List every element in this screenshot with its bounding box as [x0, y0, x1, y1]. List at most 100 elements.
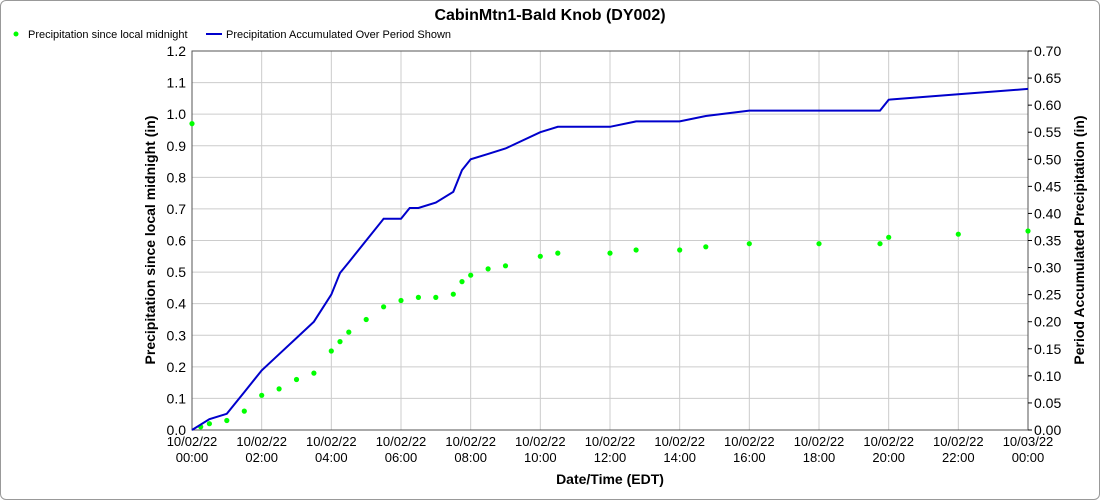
left-tick-label: 0.8: [167, 169, 187, 185]
x-tick-time: 08:00: [454, 450, 487, 465]
legend: Precipitation since local midnight Preci…: [13, 29, 451, 41]
x-tick-time: 04:00: [315, 450, 348, 465]
data-point-since-midnight: [877, 241, 883, 247]
data-point-since-midnight: [189, 121, 195, 127]
x-tick-date: 10/02/22: [376, 434, 427, 449]
data-point-since-midnight: [415, 294, 421, 300]
x-axis-label: Date/Time (EDT): [556, 471, 664, 487]
data-point-since-midnight: [886, 234, 892, 240]
x-tick-time: 22:00: [942, 450, 975, 465]
right-axis-label: Period Accumulated Precipitation (in): [1071, 115, 1087, 364]
data-point-since-midnight: [241, 408, 247, 414]
data-point-since-midnight: [955, 231, 961, 237]
left-tick-label: 0.0: [167, 422, 187, 438]
x-tick-date: 10/03/22: [1003, 434, 1054, 449]
grid: [191, 50, 1029, 431]
data-point-since-midnight: [633, 247, 639, 253]
right-tick-label: 0.55: [1034, 124, 1061, 140]
data-point-since-midnight: [398, 297, 404, 304]
x-tick-time: 10:00: [524, 450, 557, 465]
x-tick-time: 18:00: [803, 450, 836, 465]
series-layer: [189, 87, 1031, 431]
right-tick-label: 0.45: [1034, 178, 1061, 194]
right-tick-label: 0.65: [1034, 70, 1061, 86]
x-tick-date: 10/02/22: [515, 434, 566, 449]
data-point-since-midnight: [363, 316, 369, 323]
left-tick-label: 1.1: [167, 75, 187, 91]
chart-title: CabinMtn1-Bald Knob (DY002): [434, 7, 665, 24]
data-point-since-midnight: [293, 376, 300, 383]
right-tick-label: 0.15: [1034, 341, 1061, 357]
data-point-since-midnight: [677, 247, 683, 253]
x-tick-time: 02:00: [245, 450, 278, 465]
x-tick-time: 00:00: [1012, 450, 1045, 465]
x-tick-time: 12:00: [594, 450, 627, 465]
left-axis-ticks: 0.0 0.1 0.2 0.3 0.4 0.5 0.6 0.7 0.8 0.9 1.0 1.1 1.2: [167, 43, 187, 438]
data-point-since-midnight: [537, 253, 543, 259]
left-tick-label: 0.1: [167, 390, 187, 406]
right-tick-label: 0.35: [1034, 233, 1061, 249]
data-point-since-midnight: [816, 241, 822, 247]
x-tick-time: 00:00: [176, 450, 209, 465]
right-tick-label: 0.10: [1034, 368, 1061, 384]
x-tick-time: 20:00: [872, 450, 905, 465]
legend-label-period-accumulated: Precipitation Accumulated Over Period Sh…: [226, 29, 451, 41]
left-axis-label: Precipitation since local midnight (in): [142, 116, 158, 365]
legend-label-since-midnight: Precipitation since local midnight: [28, 29, 188, 41]
x-tick-date: 10/02/22: [863, 434, 914, 449]
data-point-since-midnight: [468, 272, 474, 278]
data-point-since-midnight: [337, 339, 343, 345]
right-tick-label: 0.70: [1034, 43, 1061, 59]
right-tick-label: 0.30: [1034, 260, 1061, 276]
left-tick-label: 0.5: [167, 264, 187, 280]
series-line-period-accumulated: [191, 87, 1029, 431]
right-axis-ticks: 0.00 0.05 0.10 0.15 0.20 0.25 0.30 0.35 0.40 0.45…: [1028, 43, 1061, 438]
left-tick-label: 0.7: [167, 201, 187, 217]
right-tick-label: 0.60: [1034, 97, 1061, 113]
x-tick-date: 10/02/22: [306, 434, 357, 449]
legend-marker-dots: [13, 31, 19, 37]
data-point-since-midnight: [1025, 228, 1031, 234]
x-tick-date: 10/02/22: [585, 434, 636, 449]
right-tick-label: 0.40: [1034, 205, 1061, 221]
x-tick-date: 10/02/22: [654, 434, 705, 449]
right-tick-label: 0.25: [1034, 287, 1061, 303]
left-tick-label: 1.0: [167, 106, 187, 122]
x-tick-date: 10/02/22: [236, 434, 287, 449]
left-tick-label: 0.3: [167, 327, 187, 343]
left-tick-label: 0.9: [167, 138, 187, 154]
left-tick-label: 1.2: [167, 43, 187, 59]
x-tick-date: 10/02/22: [445, 434, 496, 449]
data-point-since-midnight: [259, 392, 265, 398]
data-point-since-midnight: [450, 291, 456, 297]
data-point-since-midnight: [607, 250, 613, 256]
left-tick-label: 0.2: [167, 359, 187, 375]
right-tick-label: 0.20: [1034, 314, 1061, 330]
x-axis-ticks: 10/02/2200:0010/02/2202:0010/02/2204:001…: [167, 434, 1054, 465]
data-point-since-midnight: [433, 294, 439, 300]
x-tick-date: 10/02/22: [794, 434, 845, 449]
left-tick-label: 0.6: [167, 233, 187, 249]
x-tick-time: 06:00: [385, 450, 418, 465]
data-point-since-midnight: [276, 386, 282, 392]
x-tick-time: 16:00: [733, 450, 766, 465]
data-point-since-midnight: [381, 304, 387, 310]
data-point-since-midnight: [746, 241, 752, 247]
x-tick-date: 10/02/22: [167, 434, 218, 449]
data-point-since-midnight: [459, 279, 465, 285]
right-tick-label: 0.00: [1034, 422, 1061, 438]
data-point-since-midnight: [346, 329, 352, 335]
data-point-since-midnight: [502, 263, 509, 269]
x-tick-date: 10/02/22: [724, 434, 775, 449]
left-tick-label: 0.4: [167, 296, 187, 312]
data-point-since-midnight: [311, 370, 317, 376]
right-tick-label: 0.50: [1034, 151, 1061, 167]
x-tick-time: 14:00: [663, 450, 696, 465]
right-tick-label: 0.05: [1034, 395, 1061, 411]
x-tick-date: 10/02/22: [933, 434, 984, 449]
data-point-since-midnight: [328, 348, 334, 354]
data-point-since-midnight: [555, 250, 561, 256]
data-point-since-midnight: [206, 421, 212, 427]
data-point-since-midnight: [224, 417, 230, 424]
